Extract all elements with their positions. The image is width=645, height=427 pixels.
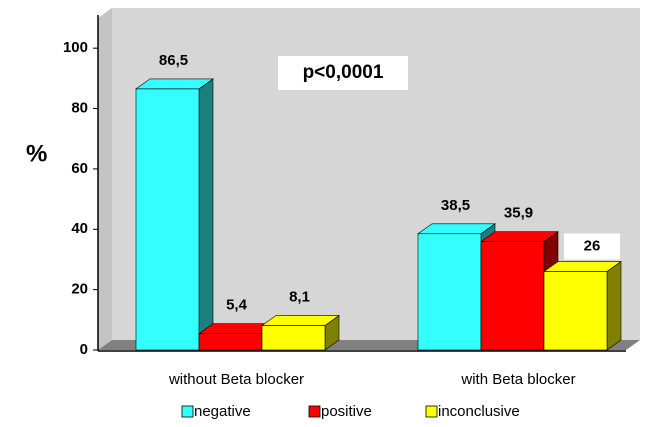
data-label: 35,9 [504, 205, 533, 222]
bar-top [480, 231, 559, 242]
legend-swatch [181, 405, 194, 418]
data-label: 86,5 [159, 52, 188, 69]
legend-swatch [308, 405, 321, 418]
bar [480, 241, 545, 351]
bar [198, 333, 263, 351]
x-tick-label: without Beta blocker [168, 371, 304, 388]
bar [261, 325, 326, 351]
bar-top [543, 261, 622, 272]
data-label: 26 [584, 237, 601, 254]
bar [417, 233, 482, 351]
y-tick-label: 40 [71, 220, 88, 237]
bar [543, 271, 608, 351]
annotation: p<0,0001 [303, 62, 384, 83]
legend-label: positive [321, 403, 372, 420]
side-wall [98, 8, 112, 350]
bar-side [198, 78, 214, 351]
bar-top [261, 315, 340, 326]
data-label: 38,5 [441, 197, 470, 214]
annotation-box [278, 56, 408, 90]
y-axis-label: % [26, 140, 47, 167]
y-tick-label: 80 [71, 100, 88, 117]
legend-swatch [425, 405, 438, 418]
data-label: 8,1 [289, 289, 310, 306]
x-tick-label: with Beta blocker [460, 371, 575, 388]
y-tick-label: 0 [80, 341, 88, 358]
y-tick-label: 100 [63, 39, 88, 56]
legend-label: inconclusive [438, 403, 520, 420]
bar-side [606, 260, 622, 351]
legend-label: negative [194, 403, 251, 420]
bar-top [135, 78, 214, 90]
y-tick-label: 20 [71, 281, 88, 298]
y-tick-label: 60 [71, 160, 88, 177]
bar-top [417, 223, 496, 235]
data-label: 5,4 [226, 297, 248, 314]
data-label-box [564, 233, 620, 260]
bar [135, 88, 200, 351]
